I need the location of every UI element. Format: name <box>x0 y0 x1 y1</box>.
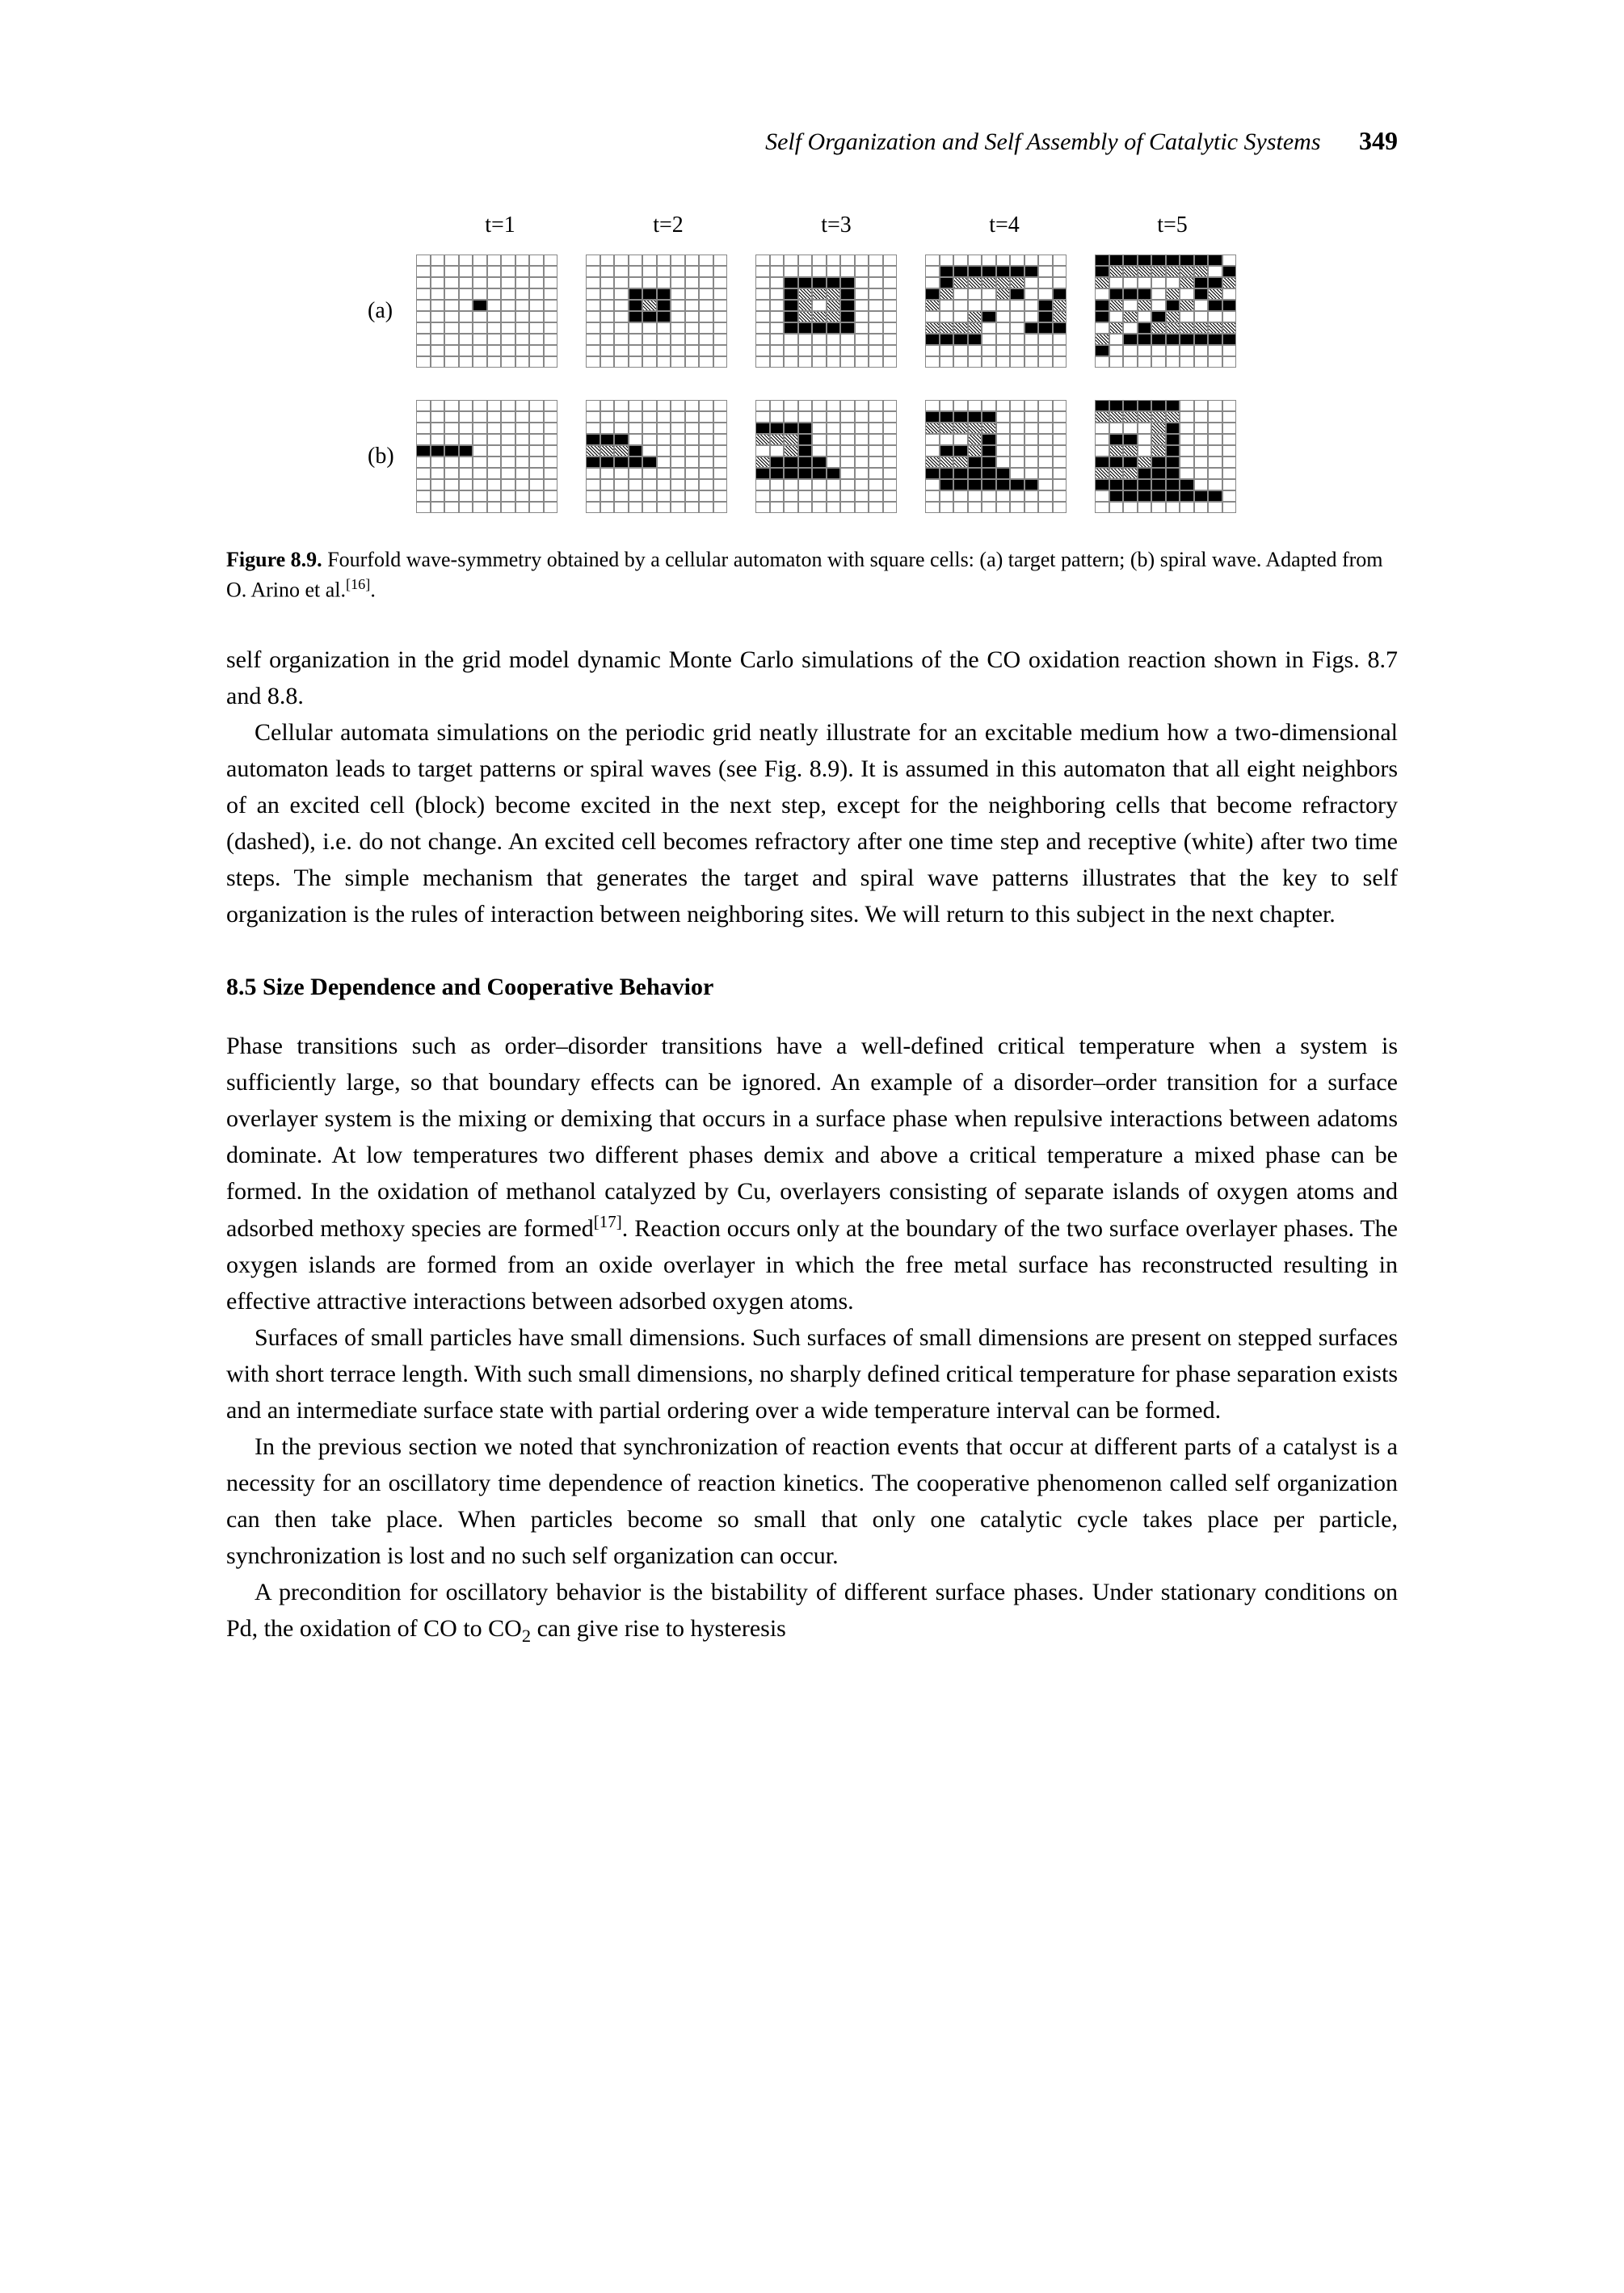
page-number: 349 <box>1359 126 1398 155</box>
timestep-label: t=4 <box>989 208 1020 242</box>
citation-ref: [17] <box>594 1212 622 1231</box>
running-header: Self Organization and Self Assembly of C… <box>226 121 1398 160</box>
timestep-labels: t=1 t=2 t=3 t=4 t=5 <box>368 208 1256 242</box>
paragraph: Phase transitions such as order–disorder… <box>226 1028 1398 1319</box>
subscript: 2 <box>522 1626 531 1646</box>
automaton-grid <box>586 255 727 368</box>
running-title: Self Organization and Self Assembly of C… <box>765 128 1320 155</box>
figure-number: Figure 8.9. <box>226 548 322 571</box>
timestep-label: t=1 <box>485 208 515 242</box>
timestep-label: t=3 <box>821 208 852 242</box>
automaton-grid <box>416 255 557 368</box>
figure-caption-ref: [16] <box>346 576 370 592</box>
automaton-grid <box>755 400 897 513</box>
figure-row-a: (a) <box>368 255 1256 368</box>
paragraph: A precondition for oscillatory behavior … <box>226 1574 1398 1650</box>
automaton-grid <box>1095 400 1236 513</box>
automaton-grid <box>416 400 557 513</box>
section-number: 8.5 <box>226 974 257 1000</box>
section-title: Size Dependence and Cooperative Behavior <box>263 974 713 1000</box>
body-text-block-1: self organization in the grid model dyna… <box>226 642 1398 932</box>
paragraph: In the previous section we noted that sy… <box>226 1428 1398 1574</box>
paragraph: self organization in the grid model dyna… <box>226 642 1398 714</box>
section-heading: 8.5 Size Dependence and Cooperative Beha… <box>226 969 1398 1005</box>
figure-caption: Figure 8.9. Fourfold wave-symmetry obtai… <box>226 545 1398 605</box>
timestep-label: t=2 <box>653 208 684 242</box>
figure-row-b: (b) <box>368 400 1256 513</box>
automaton-grid <box>1095 255 1236 368</box>
automaton-grid <box>586 400 727 513</box>
figure-8-9: t=1 t=2 t=3 t=4 t=5 (a) (b) <box>368 208 1256 513</box>
automaton-grid <box>925 255 1067 368</box>
paragraph: Surfaces of small particles have small d… <box>226 1319 1398 1428</box>
automaton-grid <box>925 400 1067 513</box>
row-label-a: (a) <box>368 294 416 328</box>
automaton-grid <box>755 255 897 368</box>
timestep-label: t=5 <box>1157 208 1188 242</box>
body-text-block-2: Phase transitions such as order–disorder… <box>226 1028 1398 1650</box>
row-label-b: (b) <box>368 440 416 473</box>
figure-caption-text: Fourfold wave-symmetry obtained by a cel… <box>226 548 1383 602</box>
paragraph: Cellular automata simulations on the per… <box>226 714 1398 932</box>
